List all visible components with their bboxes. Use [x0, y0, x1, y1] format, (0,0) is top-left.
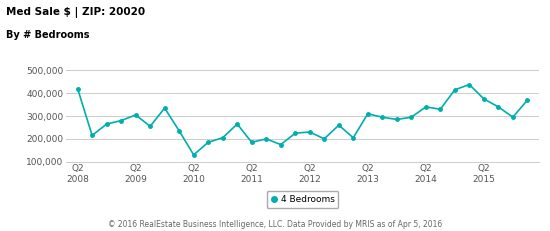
Text: © 2016 RealEstate Business Intelligence, LLC. Data Provided by MRIS as of Apr 5,: © 2016 RealEstate Business Intelligence,…: [108, 220, 442, 229]
Legend: 4 Bedrooms: 4 Bedrooms: [267, 191, 338, 208]
Text: By # Bedrooms: By # Bedrooms: [6, 30, 89, 40]
Text: Med Sale $ | ZIP: 20020: Med Sale $ | ZIP: 20020: [6, 7, 145, 18]
